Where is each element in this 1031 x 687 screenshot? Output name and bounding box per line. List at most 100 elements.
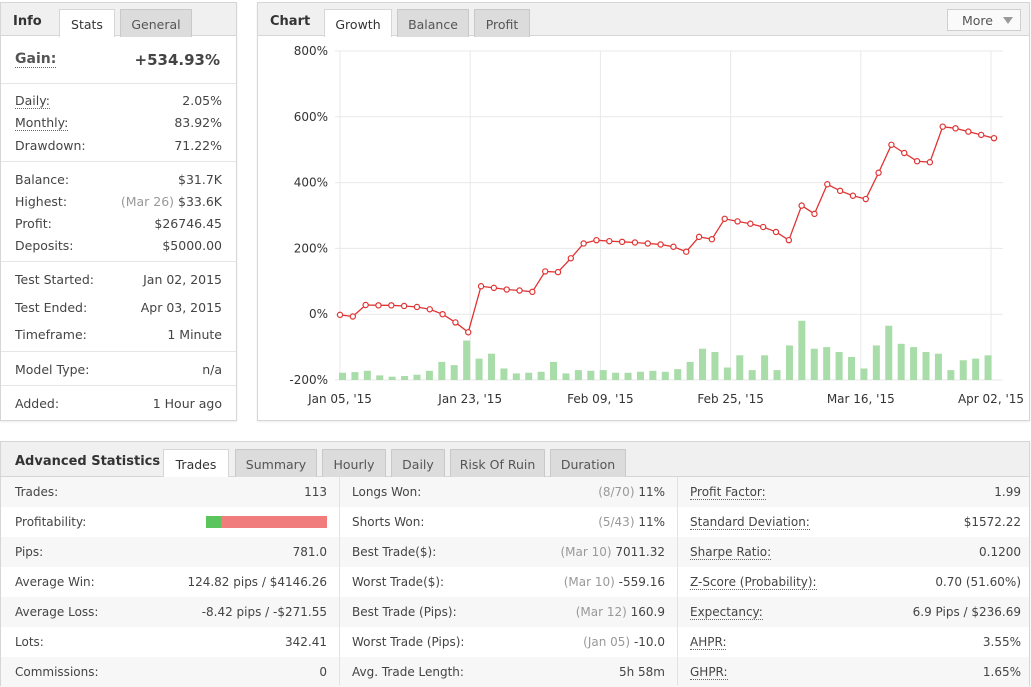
growth-chart: 800% 600% 400% 200% 0% -200% Jan 05, '15 Jan 23… [289,44,1024,406]
volume-bar [711,352,719,380]
growth-point [375,302,382,309]
profit-factor-label: Profit Factor: [690,485,766,500]
volume-bar [363,370,371,380]
trades-row: Trades: 113 [15,477,327,507]
pips-label: Pips: [15,545,44,559]
growth-point [452,319,459,326]
worst-trade-dollar-label: Worst Trade($): [352,575,445,589]
volume-bar [587,370,595,380]
worst-trade-pips-value: -10.0 [633,635,665,649]
highest-label: Highest: [15,194,68,209]
volume-bar [487,353,495,380]
shorts-won-row: Shorts Won: (5/43) 11% [352,507,665,537]
tab-stats[interactable]: Stats [59,9,115,37]
tab-general[interactable]: General [120,9,192,37]
average-loss-value: -8.42 pips / -$271.55 [201,605,327,619]
profit-factor-row: Profit Factor: 1.99 [690,477,1021,507]
volume-bar [500,368,508,380]
best-trade-pips-row: Best Trade (Pips): (Mar 12) 160.9 [352,597,665,627]
growth-point [618,238,626,246]
highest-date: (Mar 26) [120,194,175,209]
growth-point [541,268,549,275]
worst-trade-pips-label: Worst Trade (Pips): [352,635,465,649]
added-value: 1 Hour ago [152,396,222,411]
growth-point [426,306,433,313]
growth-point [798,202,805,209]
tab-summary[interactable]: Summary [235,449,317,477]
chart-title: Chart [270,14,311,29]
monthly-value: 83.92% [174,115,222,130]
tab-hourly[interactable]: Hourly [322,449,386,477]
gain-value: +534.93% [134,51,220,69]
worst-trade-pips-row: Worst Trade (Pips): (Jan 05) -10.0 [352,627,665,657]
best-trade-dollar-value: 7011.32 [615,545,665,559]
growth-point [362,301,369,309]
growth-point [554,268,562,276]
growth-point [836,187,844,195]
x-tick-label: Jan 05, '15 [307,392,372,406]
volume-bar [339,372,346,380]
average-win-row: Average Win: 124.82 pips / $4146.26 [15,567,327,597]
tab-risk-of-ruin[interactable]: Risk Of Ruin [450,449,545,477]
y-tick-label: -200% [289,373,328,387]
growth-point [708,235,716,243]
ahpr-label: AHPR: [690,635,727,650]
growth-point [747,220,754,227]
volume-bar [562,373,570,380]
profitability-label: Profitability: [15,515,87,529]
growth-point [516,287,523,294]
volume-bar [550,361,558,380]
standard-deviation-row: Standard Deviation: $1572.22 [690,507,1021,537]
monthly-label: Monthly: [15,115,69,131]
expectancy-value: 6.9 Pips / $236.69 [912,605,1021,619]
volume-bar [376,375,384,380]
volume-bar [438,361,446,380]
growth-point [990,134,998,142]
commissions-label: Commissions: [15,665,99,679]
x-tick-label: Feb 09, '15 [567,392,634,406]
z-score-label: Z-Score (Probability): [690,575,817,590]
tab-growth[interactable]: Growth [324,9,392,37]
growth-point [862,195,869,203]
growth-point [965,128,972,135]
growth-point [657,241,664,248]
tab-balance[interactable]: Balance [397,9,469,37]
average-win-value: 124.82 pips / $4146.26 [187,575,327,589]
volume-bar [848,356,856,380]
test-started-label: Test Started: [15,272,94,287]
growth-point [695,233,703,241]
sharpe-ratio-label: Sharpe Ratio: [690,545,772,560]
adv-title: Advanced Statistics [15,454,161,469]
tab-duration[interactable]: Duration [550,449,626,477]
deposits-value: $5000.00 [162,238,222,253]
drawdown-value: 71.22% [174,138,222,153]
z-score-row: Z-Score (Probability): 0.70 (51.60%) [690,567,1021,597]
volume-bar [636,371,644,380]
profitability-bar [206,516,327,528]
gain-label: Gain: [15,51,57,68]
tab-daily[interactable]: Daily [391,449,445,477]
shorts-won-label: Shorts Won: [352,515,425,529]
model-type-value: n/a [202,362,222,377]
growth-point [336,311,344,319]
growth-point [913,158,921,165]
growth-point [734,218,741,225]
best-trade-dollar-row: Best Trade($): (Mar 10) 7011.32 [352,537,665,567]
volume-bar [401,376,409,380]
info-title: Info [13,14,42,29]
tab-profit[interactable]: Profit [474,9,530,37]
volume-bar [388,376,396,380]
average-loss-row: Average Loss: -8.42 pips / -$271.55 [15,597,327,627]
average-loss-label: Average Loss: [15,605,99,619]
growth-point [772,228,780,236]
growth-point [593,236,600,244]
more-dropdown[interactable]: More [947,9,1021,31]
growth-point [926,159,934,166]
growth-point [644,240,651,247]
standard-deviation-value: $1572.22 [963,515,1021,529]
volume-bar [425,370,433,380]
volume-bar [537,371,545,380]
tab-trades[interactable]: Trades [163,449,229,477]
worst-trade-pips-date: (Jan 05) [583,635,631,649]
balance-label: Balance: [15,172,70,187]
